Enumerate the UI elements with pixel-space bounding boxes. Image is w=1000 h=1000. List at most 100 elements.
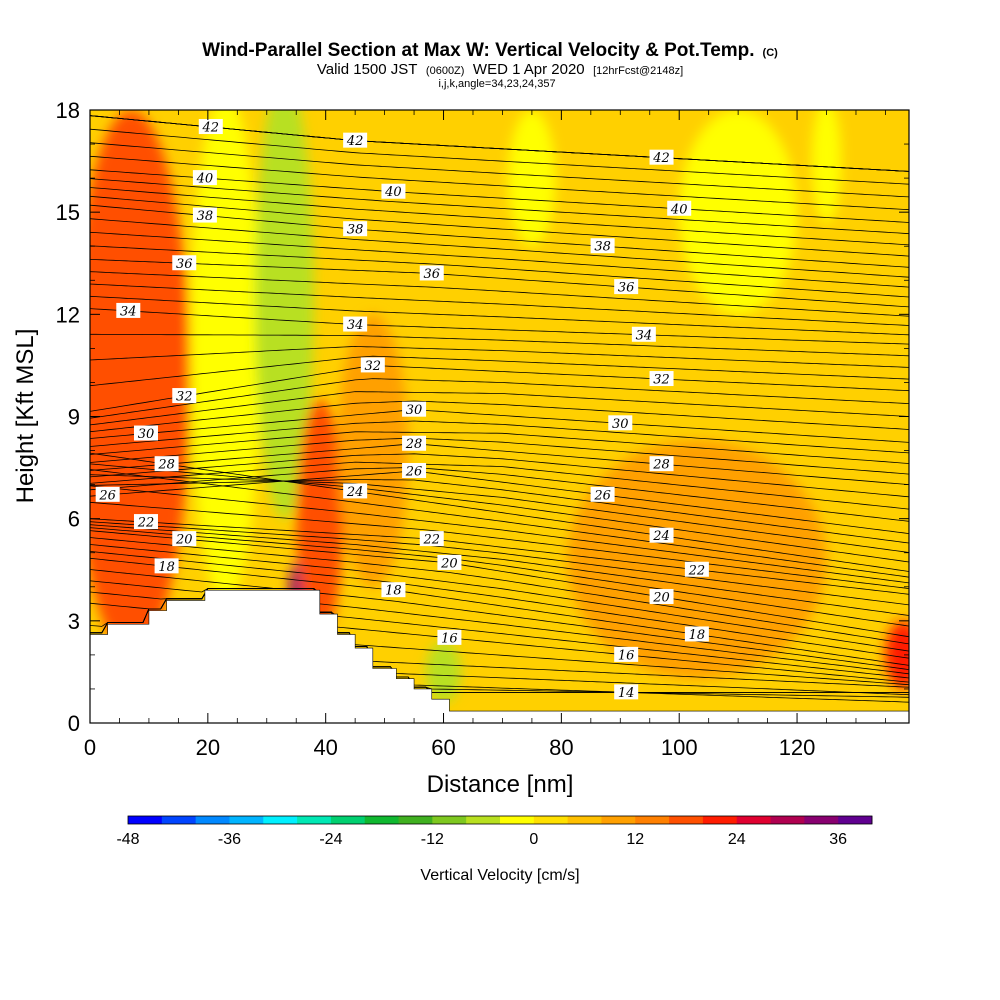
theta-contour-line [90,142,909,198]
contour-label-box [343,132,368,148]
colorbar-swatch [702,816,738,824]
colorbar-swatch [601,816,636,824]
contour-label-text: 38 [347,223,364,238]
contour-label-text: 34 [347,318,364,333]
contour-label-text: 30 [612,417,629,432]
theta-contour-line [90,178,909,235]
colorbar-swatch [432,816,467,824]
colorbar-swatch [263,816,298,824]
theta-contour-label: 26 [402,462,427,479]
theta-contour-label: 34 [343,316,368,333]
y-tick-label: 0 [68,711,80,736]
chart-subtitle: Valid 1500 JST (0600Z) WED 1 Apr 2020 [1… [317,61,683,78]
theta-contour-line [90,364,909,412]
theta-contour-label: 26 [590,486,615,503]
colorbar-swatch [736,816,771,824]
contour-label-text: 38 [594,240,611,255]
theta-contour-line [90,155,909,211]
terrain-mask [90,589,909,723]
contour-label-text: 16 [618,648,635,663]
colorbar: -48 -36 -24 -12 0 12 24 36 [116,815,873,848]
theta-contour-line [90,420,909,454]
contour-label-box [684,561,709,577]
colorbar-tick-label: -12 [421,831,444,848]
chart-title: Wind-Parallel Section at Max W: Vertical… [202,40,778,61]
x-tick-label: 60 [431,735,455,760]
theta-contour-label: 34 [631,326,656,343]
contour-label-box [402,462,427,478]
contour-label-text: 18 [385,584,402,599]
contour-label-box [667,200,692,216]
contour-label-text: 22 [688,563,706,578]
contour-label-text: 42 [346,134,364,149]
contour-label-box [649,588,674,604]
y-tick-label: 12 [56,302,80,327]
contour-label-box [343,221,368,237]
contour-label-box [133,425,158,441]
theta-contour-label: 40 [381,183,406,200]
colorbar-frame [127,815,873,825]
contour-label-text: 40 [670,202,688,217]
theta-contour-label: 22 [419,531,444,548]
theta-contour-line [90,391,909,426]
theta-contour-line [90,345,909,368]
contour-label-text: 26 [98,488,116,503]
colorbar-swatch [567,816,602,824]
theta-contour-line [90,195,909,257]
theta-contour-label: 32 [172,388,197,405]
contour-label-text: 16 [441,631,458,646]
theta-contour-label: 18 [154,558,179,575]
theta-contour-line [90,485,909,584]
x-tick-label: 100 [661,735,698,760]
theta-contour-label: 22 [684,561,709,578]
contour-label-text: 26 [593,488,611,503]
theta-contour-labels: 42 42 42 40 40 40 38 38 38 36 36 36 34 34 34 32 32 32 30 30… [95,119,709,701]
contour-label-box [684,626,709,642]
colorbar-tick-label: -48 [116,831,139,848]
theta-contour-line [90,544,909,652]
theta-contour-line [90,521,909,606]
contour-label-box [590,486,615,502]
theta-contour-line [90,355,909,387]
theta-contour-line [90,187,909,246]
velocity-cell [425,641,462,703]
theta-contour-line [90,580,909,675]
contour-label-box [381,582,406,598]
contour-label-box [590,238,615,254]
y-tick-label: 6 [68,507,80,532]
velocity-cell [811,110,842,223]
colorbar-swatch [669,816,704,824]
theta-contour-line [90,453,909,498]
theta-contour-line [90,128,909,185]
x-axis-label: Distance [nm] [427,771,574,798]
theta-contour-label: 40 [192,170,217,187]
contour-label-box [614,279,639,295]
x-tick-label: 40 [313,735,337,760]
contour-label-text: 30 [406,403,423,418]
theta-contour-label: 14 [614,684,639,701]
theta-contour-label: 28 [402,435,427,452]
velocity-cell [567,440,827,679]
theta-contour-line [90,437,909,475]
colorbar-swatch [398,816,433,824]
contour-label-text: 34 [120,304,137,319]
theta-contour-line [90,218,909,278]
colorbar-swatch [128,816,163,824]
theta-contour-label: 28 [649,456,674,473]
contour-label-box [402,401,427,417]
theta-contour-line [90,443,909,485]
contour-label-text: 36 [423,267,440,282]
contour-label-box [154,558,179,574]
theta-contour-label: 30 [608,415,633,432]
theta-contour-label: 24 [649,527,674,544]
theta-contour-line [90,431,909,464]
theta-contour-label: 16 [614,646,639,663]
colorbar-swatch [770,816,805,824]
colorbar-tick-label: 0 [529,831,538,848]
vertical-velocity-field [90,110,909,703]
theta-contour-label: 20 [649,588,674,605]
theta-contours [90,115,909,703]
contour-label-box [172,531,197,547]
